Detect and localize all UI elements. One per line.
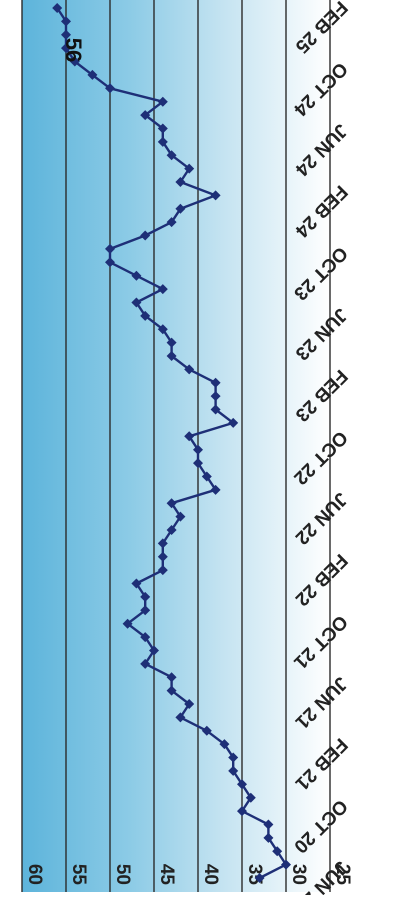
data-point bbox=[157, 136, 168, 147]
data-point bbox=[193, 444, 203, 455]
data-point bbox=[157, 551, 168, 562]
y-tick-label-30: 30 bbox=[288, 864, 309, 885]
data-point bbox=[122, 618, 133, 629]
data-point bbox=[184, 163, 195, 174]
data-point bbox=[210, 484, 221, 495]
data-point bbox=[219, 739, 230, 750]
data-point bbox=[175, 177, 186, 187]
data-point bbox=[131, 578, 142, 589]
data-point bbox=[254, 873, 265, 883]
data-point bbox=[157, 324, 168, 335]
y-tick-label-50: 50 bbox=[112, 864, 133, 885]
data-point bbox=[69, 56, 80, 67]
y-tick-label-40: 40 bbox=[200, 864, 221, 885]
data-point bbox=[52, 3, 63, 13]
data-point bbox=[149, 645, 159, 656]
data-point bbox=[166, 498, 177, 509]
data-point bbox=[166, 685, 177, 696]
data-point bbox=[140, 658, 151, 669]
y-tick-label-35: 35 bbox=[244, 864, 265, 886]
data-point bbox=[184, 431, 195, 442]
data-point bbox=[131, 297, 142, 308]
data-point bbox=[166, 217, 177, 228]
data-point bbox=[61, 29, 71, 40]
data-point bbox=[166, 150, 177, 161]
data-point bbox=[157, 538, 168, 549]
data-point bbox=[228, 752, 239, 763]
y-tick-label-25: 25 bbox=[332, 864, 353, 886]
data-point bbox=[166, 337, 177, 348]
data-point bbox=[175, 203, 186, 214]
data-point bbox=[61, 43, 71, 54]
data-point bbox=[140, 230, 151, 241]
data-point bbox=[166, 672, 177, 683]
data-point bbox=[166, 525, 177, 535]
data-point bbox=[131, 270, 142, 281]
data-point bbox=[263, 819, 274, 830]
data-point bbox=[193, 458, 203, 469]
data-point bbox=[140, 310, 151, 321]
y-tick-label-60: 60 bbox=[24, 864, 45, 885]
data-point bbox=[157, 96, 168, 107]
data-point bbox=[105, 243, 115, 254]
data-point bbox=[237, 779, 247, 790]
data-point bbox=[184, 699, 195, 709]
data-point bbox=[157, 565, 168, 576]
data-point bbox=[175, 511, 186, 522]
data-point bbox=[210, 391, 221, 402]
data-point bbox=[210, 377, 221, 388]
data-point bbox=[210, 404, 221, 415]
data-point bbox=[87, 69, 98, 80]
data-point bbox=[201, 471, 212, 482]
y-tick-labels: 60 55 50 45 40 35 30 25 bbox=[24, 864, 353, 886]
data-point bbox=[140, 632, 151, 643]
y-tick-label-55: 55 bbox=[68, 864, 89, 886]
data-point bbox=[210, 190, 221, 201]
data-point bbox=[175, 712, 186, 723]
data-point bbox=[61, 16, 71, 27]
value-annotation: 56 bbox=[61, 38, 86, 62]
data-point bbox=[228, 765, 239, 776]
y-tick-label-45: 45 bbox=[156, 864, 177, 886]
data-point bbox=[263, 832, 274, 843]
data-point bbox=[272, 846, 283, 857]
data-point bbox=[184, 364, 195, 375]
data-point bbox=[140, 605, 151, 616]
plot-background bbox=[22, 0, 330, 892]
data-point bbox=[105, 83, 115, 94]
data-point bbox=[237, 806, 247, 817]
data-point bbox=[157, 284, 168, 295]
data-point bbox=[157, 123, 168, 134]
data-point bbox=[140, 591, 151, 602]
data-point bbox=[166, 351, 177, 361]
data-point bbox=[281, 859, 291, 870]
data-point bbox=[228, 417, 239, 428]
data-point bbox=[105, 257, 115, 268]
data-point bbox=[140, 110, 151, 121]
series-layer bbox=[52, 3, 291, 883]
data-point bbox=[245, 792, 256, 803]
data-point bbox=[201, 725, 212, 736]
